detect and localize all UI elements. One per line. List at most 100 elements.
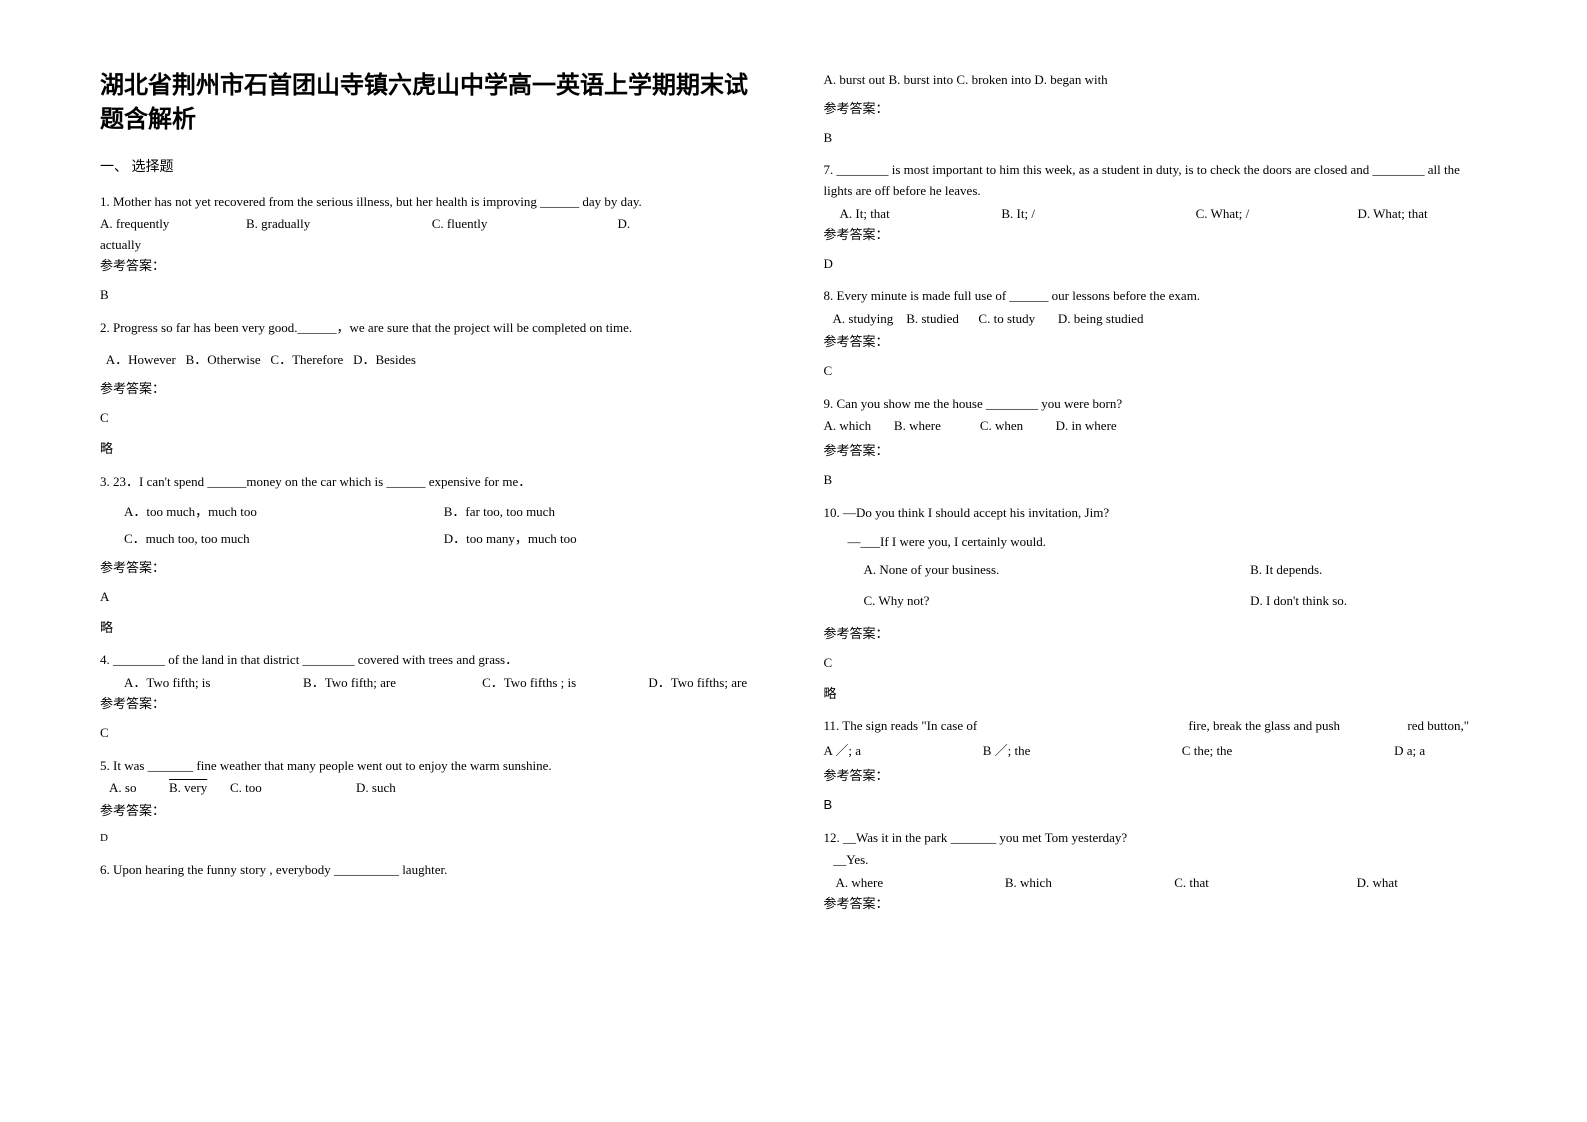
option-a: A. frequently [100, 214, 246, 235]
answer-value: B [824, 128, 1488, 149]
option-b: B．far too, too much [444, 502, 764, 523]
option-d: D. what [1357, 873, 1487, 894]
question-options: A. It; that B. It; / C. What; / D. What;… [824, 204, 1488, 225]
option-d-text: actually [100, 235, 764, 256]
question-options: A. so B. very C. too D. such [100, 778, 764, 799]
question-options: A. studying B. studied C. to study D. be… [824, 309, 1488, 330]
question-7: 7. ________ is most important to him thi… [824, 160, 1488, 274]
option-d: D. I don't think so. [1250, 591, 1487, 612]
question-options: A. frequently B. gradually C. fluently D… [100, 214, 764, 235]
section-header: 一、 选择题 [100, 157, 764, 179]
question-6: 6. Upon hearing the funny story , everyb… [100, 860, 764, 881]
answer-label: 参考答案： [100, 801, 764, 822]
question-options: A ／; a B ／; the C the; the D a; a [824, 741, 1488, 762]
option-d: D．Two fifths; are [648, 673, 763, 694]
question-11: 11. The sign reads "In case of fire, bre… [824, 716, 1488, 815]
q11-text-b: fire, break the glass and push [1188, 716, 1407, 737]
question-text: 3. 23．I can't spend ______money on the c… [100, 472, 764, 493]
answer-value: C [100, 723, 764, 744]
answer-label: 参考答案： [100, 379, 764, 400]
option-a: A. where [836, 873, 1005, 894]
option-c: C the; the [1182, 741, 1394, 762]
question-options: A．Two fifth; is B．Two fifth; are C．Two f… [100, 673, 764, 694]
option-b: B. It; / [1001, 204, 1195, 225]
question-text: 4. ________ of the land in that district… [100, 650, 764, 671]
question-options-row1: A．too much，much too B．far too, too much [100, 502, 764, 523]
answer-value: A [100, 587, 764, 608]
question-text: 10. —Do you think I should accept his in… [824, 503, 1488, 524]
question-text: 2. Progress so far has been very good.__… [100, 318, 764, 339]
omit-text: 略 [100, 439, 764, 460]
option-c: C．much too, too much [124, 529, 444, 550]
option-a: A ／; a [824, 741, 983, 762]
question-options: A. burst out B. burst into C. broken int… [824, 70, 1488, 91]
answer-label: 参考答案： [824, 894, 1488, 915]
option-a: A．Two fifth; is [124, 673, 303, 694]
answer-value: C [824, 653, 1488, 674]
question-options: A．However B．Otherwise C．Therefore D．Besi… [100, 350, 764, 371]
question-text: 6. Upon hearing the funny story , everyb… [100, 860, 764, 881]
omit-text: 略 [824, 684, 1488, 705]
option-d: D．too many，much too [444, 529, 764, 550]
question-3: 3. 23．I can't spend ______money on the c… [100, 472, 764, 639]
question-9: 9. Can you show me the house ________ yo… [824, 394, 1488, 491]
question-text: 12. __Was it in the park _______ you met… [824, 828, 1488, 849]
option-b: B．Two fifth; are [303, 673, 482, 694]
answer-label: 参考答案： [100, 558, 764, 579]
question-options-row2: C．much too, too much D．too many，much too [100, 529, 764, 550]
question-text: 9. Can you show me the house ________ yo… [824, 394, 1488, 415]
question-text-2: —___If I were you, I certainly would. [824, 532, 1488, 553]
answer-value: B [824, 795, 1488, 816]
option-a: A. It; that [840, 204, 1002, 225]
question-8: 8. Every minute is made full use of ____… [824, 286, 1488, 381]
option-c: C. fluently [432, 214, 618, 235]
question-options: A. where B. which C. that D. what [824, 873, 1488, 894]
answer-label: 参考答案： [824, 332, 1488, 353]
option-a: A. None of your business. [864, 560, 1251, 581]
option-d: D. What; that [1358, 204, 1488, 225]
answer-label: 参考答案： [824, 624, 1488, 645]
option-a: A．too much，much too [124, 502, 444, 523]
question-text: 11. The sign reads "In case of fire, bre… [824, 716, 1488, 737]
answer-value: C [824, 361, 1488, 382]
answer-label: 参考答案： [824, 225, 1488, 246]
answer-label: 参考答案： [100, 256, 764, 277]
option-c: C．Two fifths ; is [482, 673, 648, 694]
document-title: 湖北省荆州市石首团山寺镇六虎山中学高一英语上学期期末试题含解析 [100, 70, 764, 137]
answer-value: C [100, 408, 764, 429]
question-4: 4. ________ of the land in that district… [100, 650, 764, 743]
question-text: 5. It was _______ fine weather that many… [100, 756, 764, 777]
question-text: 1. Mother has not yet recovered from the… [100, 192, 764, 213]
q11-text-a: 11. The sign reads "In case of [824, 716, 1189, 737]
question-5: 5. It was _______ fine weather that many… [100, 756, 764, 848]
answer-label: 参考答案： [824, 766, 1488, 787]
question-1: 1. Mother has not yet recovered from the… [100, 192, 764, 306]
answer-label: 参考答案： [100, 694, 764, 715]
right-column: A. burst out B. burst into C. broken int… [824, 70, 1488, 927]
question-text-2: __Yes. [824, 850, 1488, 871]
option-c: C. What; / [1196, 204, 1358, 225]
answer-value: B [100, 285, 764, 306]
question-options-row2: C. Why not? D. I don't think so. [824, 591, 1488, 612]
option-b: B. gradually [246, 214, 432, 235]
option-b: B ／; the [983, 741, 1182, 762]
question-2: 2. Progress so far has been very good.__… [100, 318, 764, 460]
question-options: A. which B. where C. when D. in where [824, 416, 1488, 437]
answer-value: B [824, 470, 1488, 491]
question-12: 12. __Was it in the park _______ you met… [824, 828, 1488, 915]
question-text: 8. Every minute is made full use of ____… [824, 286, 1488, 307]
answer-value: D [100, 830, 764, 848]
answer-label: 参考答案： [824, 99, 1488, 120]
option-b: B. which [1005, 873, 1174, 894]
question-options-row1: A. None of your business. B. It depends. [824, 560, 1488, 581]
question-text: 7. ________ is most important to him thi… [824, 160, 1488, 202]
answer-label: 参考答案： [824, 441, 1488, 462]
page-container: 湖北省荆州市石首团山寺镇六虎山中学高一英语上学期期末试题含解析 一、 选择题 1… [100, 70, 1487, 927]
option-c: C. that [1174, 873, 1356, 894]
question-10: 10. —Do you think I should accept his in… [824, 503, 1488, 705]
left-column: 湖北省荆州市石首团山寺镇六虎山中学高一英语上学期期末试题含解析 一、 选择题 1… [100, 70, 764, 927]
omit-text: 略 [100, 618, 764, 639]
option-d: D. [618, 214, 764, 235]
option-d: D a; a [1394, 741, 1487, 762]
option-b: B. It depends. [1250, 560, 1487, 581]
